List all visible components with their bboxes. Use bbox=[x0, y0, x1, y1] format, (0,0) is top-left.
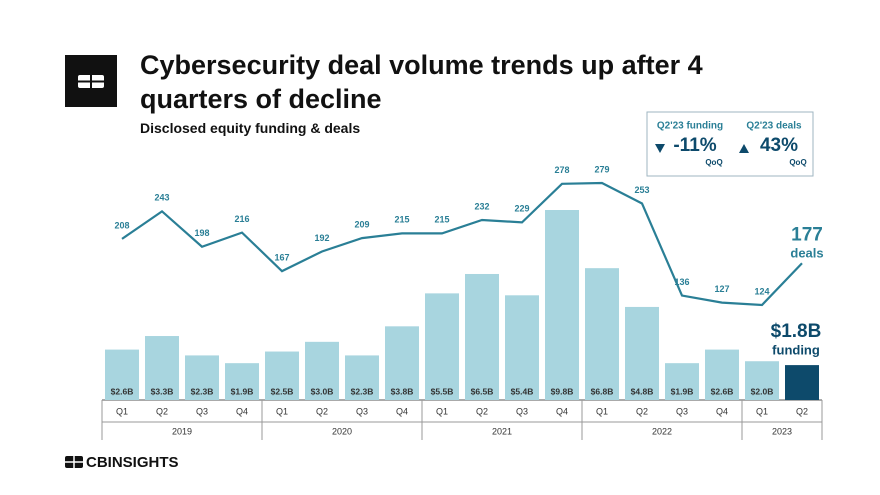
line-value-label: 232 bbox=[474, 201, 489, 211]
x-tick-label: Q4 bbox=[396, 406, 408, 416]
line-value-label: 278 bbox=[554, 165, 569, 175]
bar bbox=[705, 349, 739, 400]
bar-value-label: $4.8B bbox=[631, 386, 654, 396]
bar-value-label: $3.0B bbox=[311, 386, 334, 396]
line-value-label: 215 bbox=[434, 215, 449, 225]
bar-value-label: $2.3B bbox=[351, 386, 374, 396]
x-tick-label: Q2 bbox=[636, 406, 648, 416]
bar-value-label: $1.8B bbox=[771, 321, 822, 342]
line-value-label: 198 bbox=[194, 228, 209, 238]
x-tick-label: Q2 bbox=[796, 406, 808, 416]
kpi-label: Q2'23 deals bbox=[746, 121, 802, 132]
x-tick-label: Q3 bbox=[356, 406, 368, 416]
bar bbox=[225, 363, 259, 400]
group-label: 2019 bbox=[172, 426, 192, 436]
bar bbox=[385, 326, 419, 400]
bar bbox=[425, 293, 459, 400]
chart-subtitle: Disclosed equity funding & deals bbox=[140, 120, 361, 136]
line-value-label: 127 bbox=[714, 284, 729, 294]
x-tick-label: Q3 bbox=[676, 406, 688, 416]
bar-value-label: $2.3B bbox=[191, 386, 214, 396]
bar bbox=[665, 363, 699, 400]
bar-value-label: $9.8B bbox=[551, 386, 574, 396]
bar bbox=[105, 349, 139, 400]
bar bbox=[785, 365, 819, 400]
bar-value-label: $6.5B bbox=[471, 386, 494, 396]
line-value-label: 209 bbox=[354, 219, 369, 229]
footer-logo bbox=[65, 456, 83, 468]
line-value-label: 216 bbox=[234, 214, 249, 224]
bar bbox=[545, 210, 579, 400]
line-value-label: 208 bbox=[114, 220, 129, 230]
bar bbox=[185, 355, 219, 400]
x-tick-label: Q3 bbox=[196, 406, 208, 416]
line-value-label: 192 bbox=[314, 233, 329, 243]
x-tick-label: Q1 bbox=[436, 406, 448, 416]
bar-value-label: $1.9B bbox=[231, 386, 254, 396]
kpi-arrow bbox=[655, 144, 665, 153]
bar-value-label: $2.6B bbox=[111, 386, 134, 396]
bar bbox=[345, 355, 379, 400]
bar bbox=[145, 336, 179, 400]
x-tick-label: Q4 bbox=[556, 406, 568, 416]
bar bbox=[265, 351, 299, 400]
x-tick-label: Q4 bbox=[236, 406, 248, 416]
kpi-value: 43% bbox=[760, 135, 798, 156]
bar bbox=[745, 361, 779, 400]
x-tick-label: Q1 bbox=[276, 406, 288, 416]
group-label: 2021 bbox=[492, 426, 512, 436]
kpi-note: QoQ bbox=[789, 158, 806, 167]
bar bbox=[585, 268, 619, 400]
chart-title: Cybersecurity deal volume trends up afte… bbox=[140, 50, 703, 114]
x-tick-label: Q4 bbox=[716, 406, 728, 416]
bar-value-label: $5.5B bbox=[431, 386, 454, 396]
bar bbox=[305, 341, 339, 400]
kpi-note: QoQ bbox=[705, 158, 722, 167]
line-value-label: 136 bbox=[674, 277, 689, 287]
bar bbox=[625, 306, 659, 400]
line-value-label: 279 bbox=[594, 164, 609, 174]
line-value-label: 215 bbox=[394, 215, 409, 225]
x-tick-label: Q2 bbox=[156, 406, 168, 416]
x-tick-label: Q3 bbox=[516, 406, 528, 416]
x-tick-label: Q2 bbox=[476, 406, 488, 416]
source: CBINSIGHTS bbox=[86, 454, 179, 471]
bar-value-label: $3.8B bbox=[391, 386, 414, 396]
x-tick-label: Q1 bbox=[116, 406, 128, 416]
x-tick-label: Q2 bbox=[316, 406, 328, 416]
line-value-label: 253 bbox=[634, 185, 649, 195]
kpi-box bbox=[646, 111, 814, 177]
series-label: deals bbox=[790, 246, 823, 261]
x-tick-label: Q1 bbox=[756, 406, 768, 416]
series-label: funding bbox=[772, 343, 820, 358]
kpi-value: -11% bbox=[673, 135, 716, 156]
line-value-label: 167 bbox=[274, 253, 289, 263]
line-value-label: 177 bbox=[791, 224, 823, 245]
bar-value-label: $1.9B bbox=[671, 386, 694, 396]
kpi-arrow bbox=[739, 144, 749, 153]
bar-value-label: $2.6B bbox=[711, 386, 734, 396]
bar-value-label: $2.5B bbox=[271, 386, 294, 396]
group-label: 2023 bbox=[772, 426, 792, 436]
logo bbox=[65, 55, 117, 107]
group-label: 2020 bbox=[332, 426, 352, 436]
x-tick-label: Q1 bbox=[596, 406, 608, 416]
bar-value-label: $3.3B bbox=[151, 386, 174, 396]
kpi-label: Q2'23 funding bbox=[657, 121, 723, 132]
line bbox=[121, 181, 803, 307]
bar bbox=[505, 295, 539, 400]
group-label: 2022 bbox=[652, 426, 672, 436]
bar-value-label: $6.8B bbox=[591, 386, 614, 396]
bar-value-label: $5.4B bbox=[511, 386, 534, 396]
line-value-label: 124 bbox=[754, 286, 769, 296]
bar-value-label: $2.0B bbox=[751, 386, 774, 396]
line-value-label: 229 bbox=[514, 204, 529, 214]
bar bbox=[465, 273, 499, 400]
line-value-label: 243 bbox=[154, 193, 169, 203]
